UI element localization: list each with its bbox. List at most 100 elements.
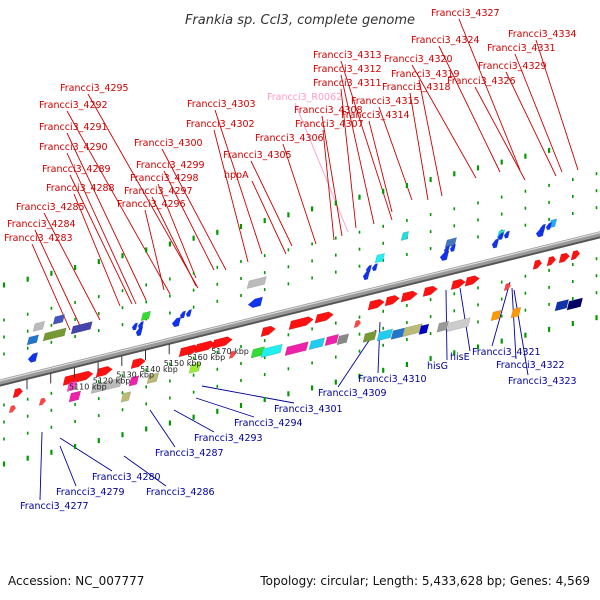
gene-feature [131,322,139,331]
callout-line [250,160,293,247]
track-tick [145,283,147,287]
gene-feature [260,325,277,338]
track-tick [98,414,100,418]
track-tick [239,224,243,229]
track-tick [500,314,503,318]
track-tick [263,218,266,224]
track-tick [74,301,76,304]
track-tick [26,346,29,350]
gene-feature [314,311,334,324]
track-tick [453,292,456,296]
callout-line [474,86,526,181]
track-tick [572,263,574,266]
callout-line [282,143,317,245]
track-tick [121,432,124,438]
track-tick [26,397,29,401]
track-tick [548,217,550,221]
scale-label: 5160 kbp [188,353,226,362]
track-tick [429,247,432,251]
gene-feature [8,405,17,414]
callout-line [377,321,381,374]
track-tick [192,414,195,420]
gene-feature [246,276,267,289]
track-tick [121,408,124,412]
track-tick [406,321,408,324]
track-tick [453,224,456,228]
track-tick [406,304,408,307]
track-tick [26,312,29,316]
track-tick [382,343,384,347]
track-tick [572,195,574,198]
callout-line [195,397,255,418]
gene-label: Francci3_4322 [496,360,565,371]
track-tick [477,286,479,290]
callout-line [69,174,133,305]
track-tick [263,397,266,403]
track-tick [477,320,479,324]
track-tick [382,326,384,330]
gene-label: hppA [224,170,249,181]
gene-label: Francci3_4301 [274,404,343,415]
gene-feature [38,397,47,406]
track-tick [405,362,408,367]
track-tick [453,309,456,313]
gene-label: Francci3_4305 [223,150,292,161]
gene-label: Francci3_4327 [431,8,500,19]
gene-feature [545,222,553,231]
track-tick [524,291,527,295]
gene-label: Francci3_R0062 [267,92,342,103]
gene-feature [558,252,571,264]
gene-feature [546,255,557,267]
gene-label: Francci3_4312 [313,64,382,75]
track-tick [97,438,100,444]
callout-line [43,212,101,321]
genome-backbone [0,231,600,387]
track-tick [50,408,53,412]
track-tick [3,335,5,339]
track-tick [548,268,550,272]
track-tick [169,277,171,281]
track-tick [382,309,384,313]
gene-label: Francci3_4295 [60,83,129,94]
gene-feature [532,259,543,270]
track-tick [429,177,432,183]
gene-feature [539,223,547,232]
gene-label: Francci3_4315 [351,96,420,107]
gene-feature [42,327,67,342]
track-tick [595,172,598,176]
gene-label: Francci3_4299 [136,160,205,171]
track-tick [50,323,53,327]
gene-feature [70,321,93,335]
callout-line [340,74,375,225]
gene-label: Francci3_4321 [472,347,541,358]
gene-label: Francci3_4288 [46,183,115,194]
track-tick [334,200,337,206]
gene-feature [179,310,187,319]
track-tick [74,403,76,406]
track-tick [145,247,148,253]
gene-label: Francci3_4323 [508,376,577,387]
track-tick [98,295,100,299]
scale-label: 5170 kbp [211,347,249,356]
track-tick [240,362,242,365]
callout-line [149,409,176,448]
callout-line [294,102,349,233]
track-tick [263,254,266,258]
gene-label: Francci3_4283 [4,233,73,244]
track-tick [98,312,100,316]
track-tick [311,242,313,246]
track-tick [145,426,148,432]
track-tick [287,367,290,371]
track-tick [382,224,384,228]
track-tick [74,318,76,321]
callout-line [418,79,443,197]
gene-label: hisG [427,361,448,372]
gene-feature [365,264,373,273]
track-tick [335,253,337,257]
gene-label: Francci3_4280 [92,472,161,483]
track-tick [406,253,408,256]
gene-feature [336,333,350,346]
gene-feature [247,296,264,308]
gene-feature [570,250,581,261]
track-tick [26,455,29,461]
